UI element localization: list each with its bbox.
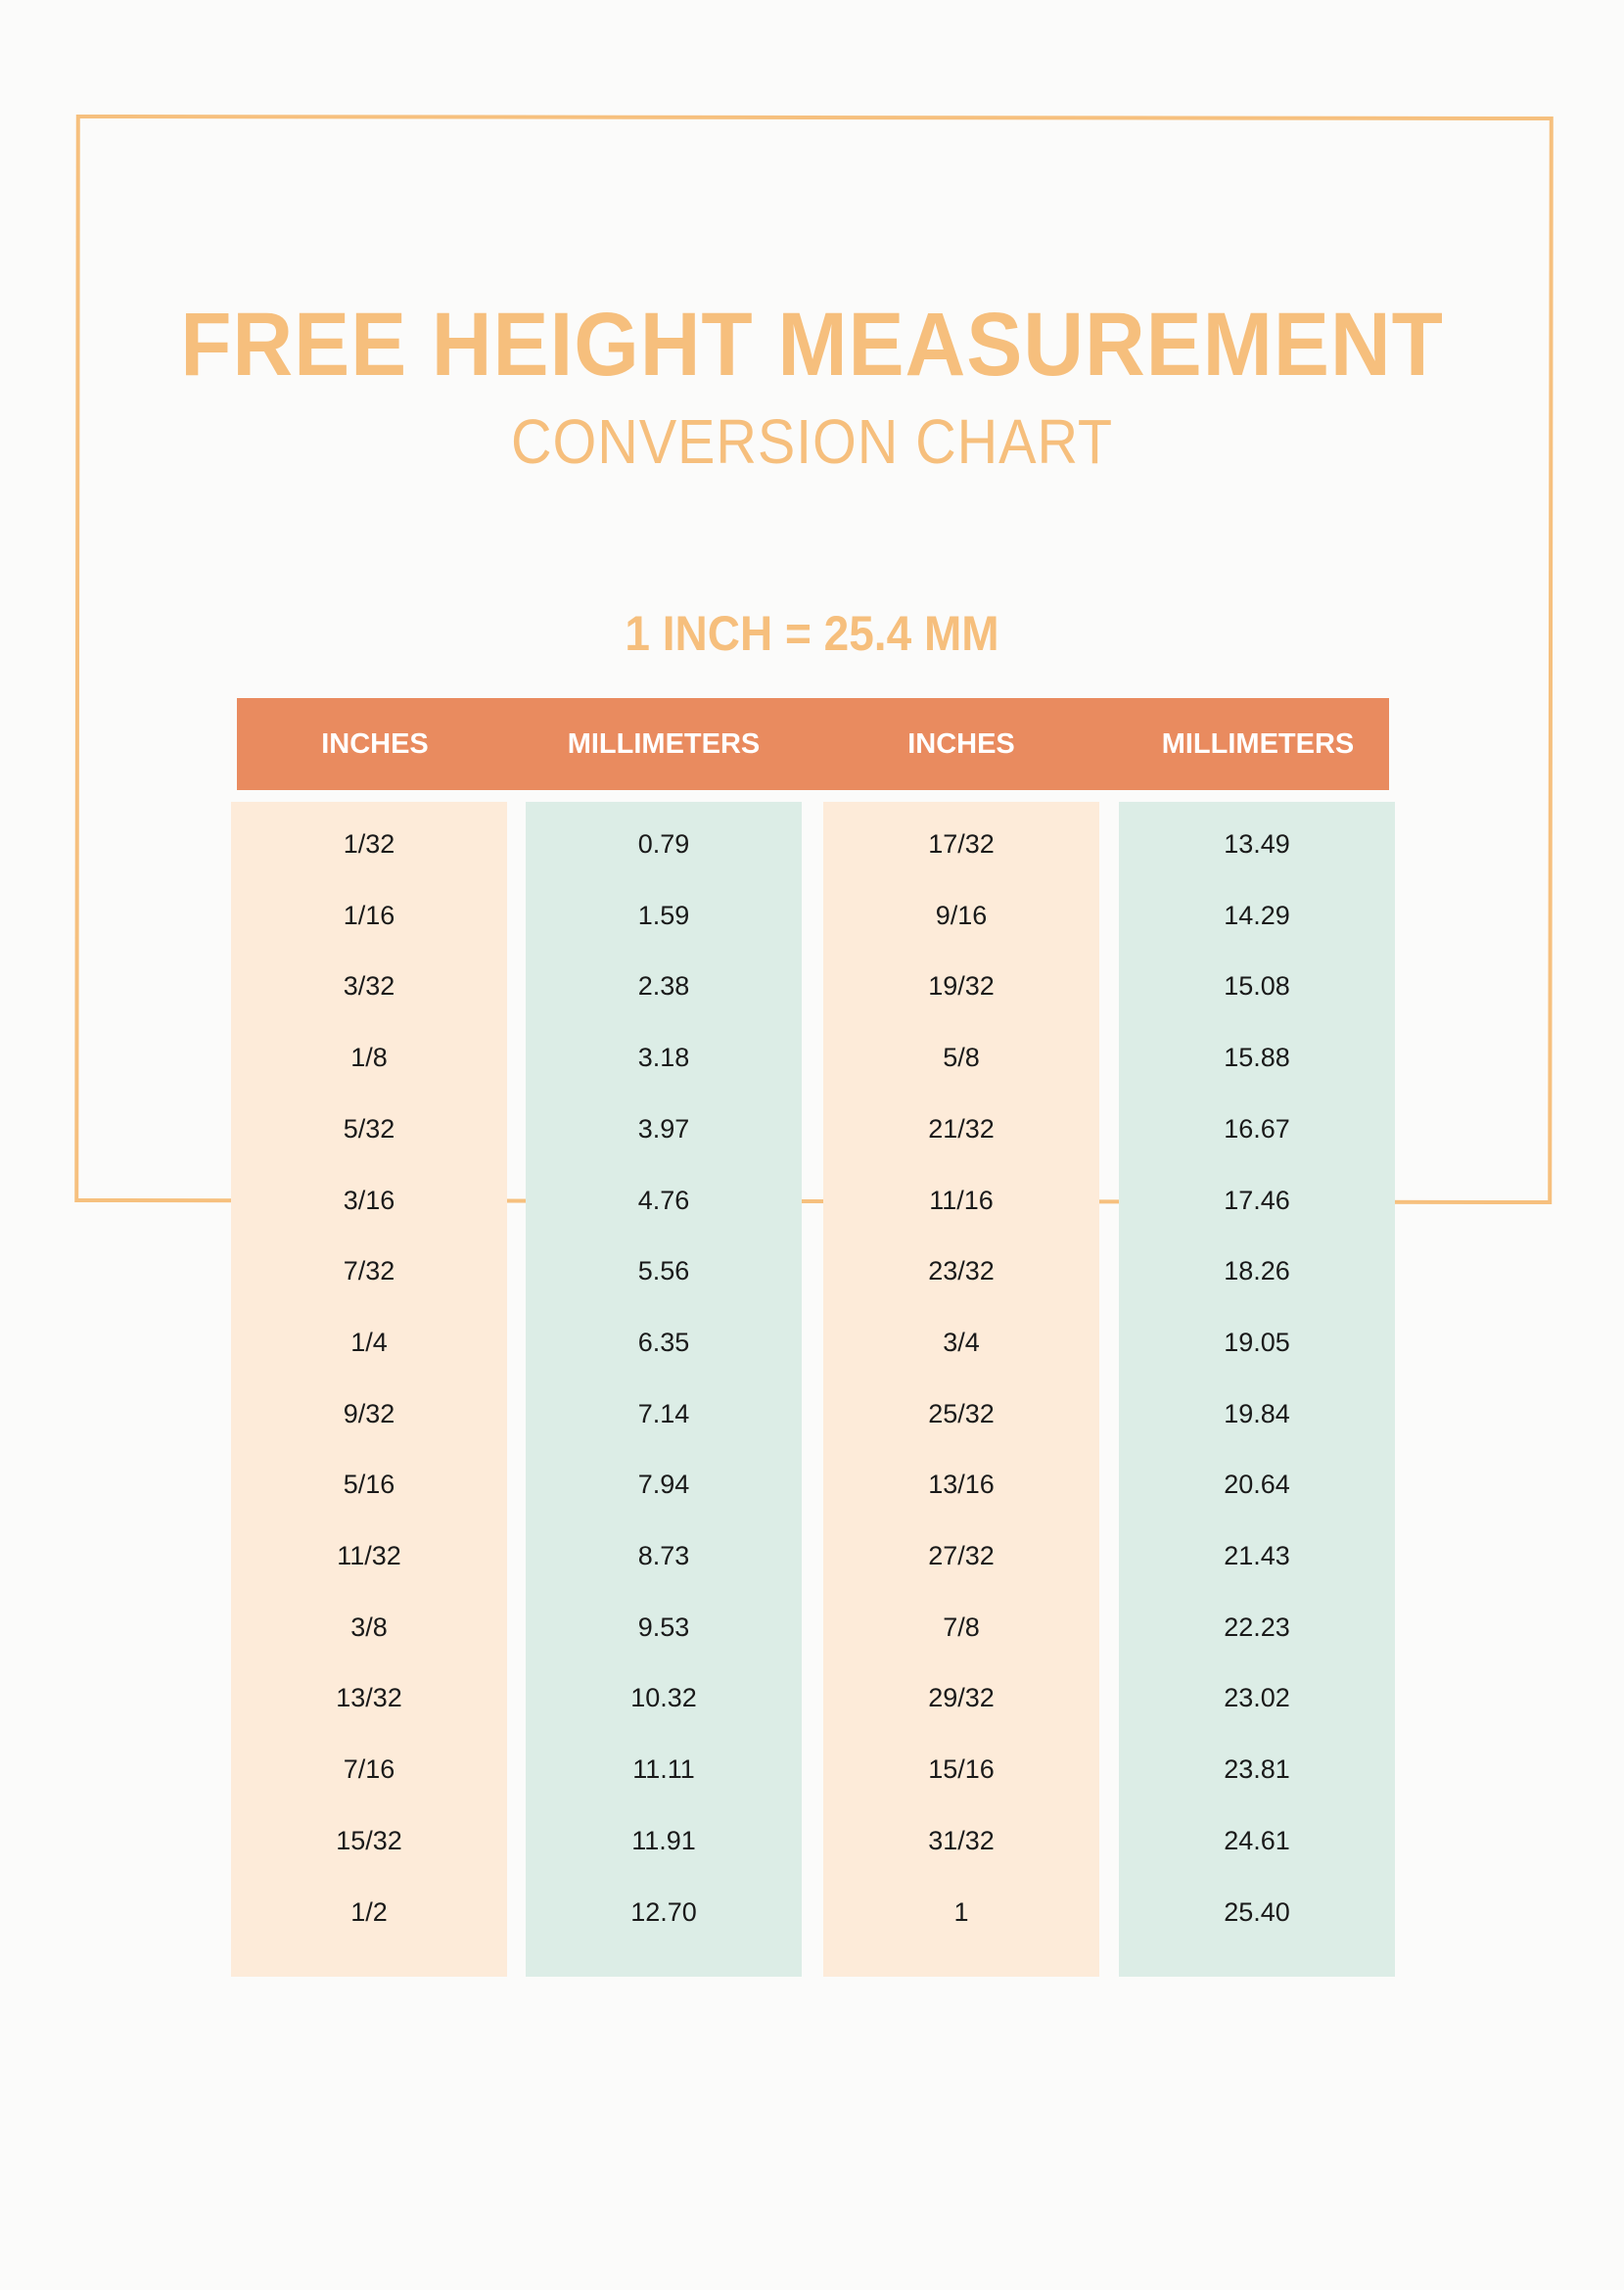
table-cell: 9/16 — [935, 900, 988, 930]
table-cell: 1/2 — [350, 1896, 388, 1927]
table-cell: 1/16 — [343, 900, 395, 930]
table-cell: 7.14 — [637, 1398, 690, 1428]
page-subtitle: CONVERSION CHART — [510, 406, 1114, 477]
table-cell: 3/32 — [343, 971, 395, 1002]
table-cell: 27/32 — [928, 1541, 995, 1570]
table-cell: 11/16 — [929, 1185, 994, 1215]
table-cell: 8.73 — [637, 1541, 690, 1570]
table-cell: 15.08 — [1224, 971, 1290, 1002]
page-title: FREE HEIGHT MEASUREMENT — [180, 295, 1444, 395]
table-cell: 13/32 — [336, 1683, 402, 1713]
table-cell: 6.35 — [637, 1327, 690, 1357]
table-cell: 25.40 — [1224, 1896, 1290, 1927]
table-cell: 7/16 — [343, 1754, 395, 1785]
inches-column: 1/32 1/16 3/32 1/8 5/32 3/16 7/32 1/4 9/32 5/16 11… — [231, 802, 507, 1977]
table-cell: 23/32 — [928, 1256, 995, 1286]
table-cell: 9/32 — [343, 1398, 395, 1428]
table-cell: 5.56 — [637, 1256, 690, 1286]
table-cell: 1/32 — [343, 829, 395, 859]
table-cell: 16.67 — [1224, 1113, 1290, 1144]
table-cell: 21.43 — [1224, 1541, 1290, 1570]
table-cell: 11.11 — [632, 1754, 695, 1785]
millimeters-column: 0.79 1.59 2.38 3.18 3.97 4.76 5.56 6.35 7.14 7.94… — [526, 802, 802, 1977]
table-cell: 11/32 — [337, 1541, 401, 1570]
table-header: INCHES MILLIMETERS INCHES MILLIMETERS — [237, 698, 1389, 790]
table-cell: 15.88 — [1224, 1043, 1290, 1073]
table-cell: 1/4 — [350, 1327, 388, 1357]
header-inches: INCHES — [907, 728, 1015, 760]
table-cell: 18.26 — [1224, 1256, 1290, 1286]
table-cell: 10.32 — [630, 1683, 697, 1713]
table-cell: 11.91 — [631, 1825, 696, 1855]
table-cell: 1.59 — [637, 900, 690, 930]
table-cell: 22.23 — [1224, 1612, 1290, 1642]
header-millimeters: MILLIMETERS — [567, 728, 761, 760]
table-cell: 4.76 — [637, 1185, 690, 1215]
table-cell: 12.70 — [630, 1896, 697, 1927]
table-cell: 24.61 — [1224, 1825, 1290, 1855]
table-cell: 14.29 — [1224, 900, 1290, 930]
table-cell: 13.49 — [1224, 829, 1290, 859]
table-cell: 5/8 — [943, 1043, 980, 1073]
table-cell: 9.53 — [637, 1612, 690, 1642]
table-cell: 31/32 — [928, 1825, 995, 1855]
table-cell: 0.79 — [637, 829, 690, 859]
table-cell: 2.38 — [637, 971, 690, 1002]
table-cell: 15/16 — [928, 1754, 995, 1785]
table-cell: 19.84 — [1224, 1398, 1290, 1428]
table-cell: 15/32 — [336, 1825, 402, 1855]
table-cell: 3/16 — [343, 1185, 395, 1215]
table-cell: 3.97 — [637, 1113, 690, 1144]
table-cell: 25/32 — [928, 1398, 995, 1428]
table-cell: 17/32 — [928, 829, 995, 859]
header-millimeters: MILLIMETERS — [1161, 728, 1355, 760]
table-cell: 7.94 — [637, 1470, 690, 1500]
millimeters-column: 13.49 14.29 15.08 15.88 16.67 17.46 18.26 19.05… — [1119, 802, 1395, 1977]
table-cell: 3.18 — [637, 1043, 690, 1073]
table-cell: 3/4 — [943, 1327, 980, 1357]
table-cell: 19/32 — [928, 971, 995, 1002]
table-cell: 7/8 — [943, 1612, 980, 1642]
table-cell: 3/8 — [350, 1612, 388, 1642]
table-cell: 19.05 — [1224, 1327, 1290, 1357]
table-cell: 17.46 — [1224, 1185, 1290, 1215]
inches-column: 17/32 9/16 19/32 5/8 21/32 11/16 23/32 3/4 25/32… — [823, 802, 1099, 1977]
table-cell: 5/16 — [343, 1470, 395, 1500]
table-cell: 1 — [953, 1896, 969, 1927]
table-cell: 1/8 — [350, 1043, 388, 1073]
table-cell: 13/16 — [928, 1470, 995, 1500]
header-inches: INCHES — [321, 728, 429, 760]
table-cell: 7/32 — [343, 1256, 395, 1286]
table-cell: 20.64 — [1224, 1470, 1290, 1500]
table-cell: 23.81 — [1224, 1754, 1290, 1785]
table-cell: 21/32 — [928, 1113, 995, 1144]
table-cell: 23.02 — [1224, 1683, 1290, 1713]
table-cell: 29/32 — [928, 1683, 995, 1713]
table-cell: 5/32 — [343, 1113, 395, 1144]
conversion-note: 1 INCH = 25.4 MM — [625, 606, 999, 661]
